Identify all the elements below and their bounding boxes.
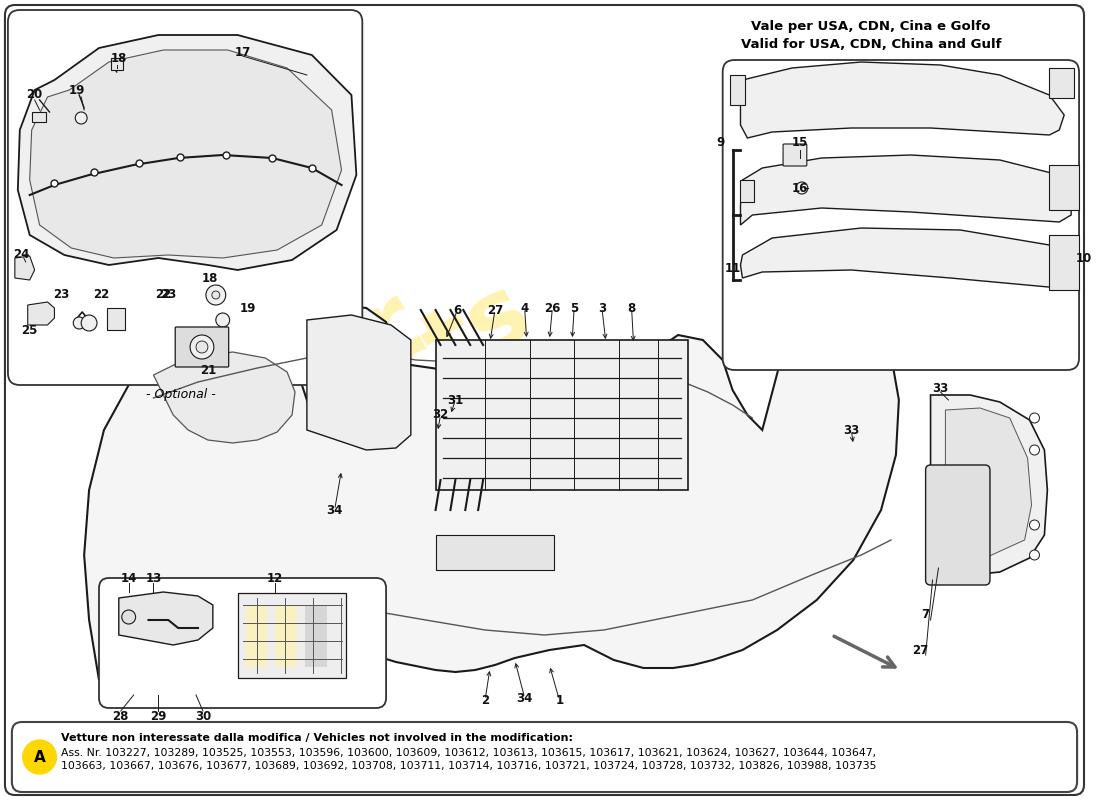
Circle shape — [122, 610, 135, 624]
Text: 34: 34 — [517, 691, 532, 705]
Text: 31: 31 — [448, 394, 463, 406]
Circle shape — [190, 335, 213, 359]
Text: 33: 33 — [933, 382, 948, 394]
Polygon shape — [307, 315, 410, 450]
Text: Lio
for: Lio for — [197, 182, 437, 438]
Circle shape — [796, 182, 807, 194]
Circle shape — [1030, 445, 1040, 455]
FancyBboxPatch shape — [245, 605, 267, 667]
Polygon shape — [153, 352, 295, 443]
Text: 27: 27 — [913, 643, 928, 657]
FancyBboxPatch shape — [729, 75, 746, 105]
Text: 13: 13 — [145, 571, 162, 585]
Text: 9: 9 — [716, 137, 725, 150]
FancyBboxPatch shape — [8, 10, 362, 385]
FancyBboxPatch shape — [12, 722, 1077, 792]
Text: Valid for USA, CDN, China and Gulf: Valid for USA, CDN, China and Gulf — [741, 38, 1001, 51]
Text: 27: 27 — [487, 303, 503, 317]
Text: 18: 18 — [111, 51, 126, 65]
Text: 33: 33 — [844, 423, 859, 437]
Text: 16: 16 — [792, 182, 808, 194]
FancyBboxPatch shape — [111, 58, 123, 70]
Polygon shape — [119, 592, 212, 645]
Polygon shape — [84, 305, 899, 680]
Text: 19: 19 — [240, 302, 255, 314]
FancyBboxPatch shape — [436, 535, 554, 570]
Text: 34: 34 — [327, 503, 343, 517]
Circle shape — [1030, 413, 1040, 423]
FancyBboxPatch shape — [275, 605, 297, 667]
Text: 22: 22 — [92, 289, 109, 302]
Circle shape — [212, 291, 220, 299]
Text: 21: 21 — [200, 363, 216, 377]
Text: 26: 26 — [544, 302, 561, 314]
FancyBboxPatch shape — [740, 180, 755, 202]
Polygon shape — [945, 408, 1032, 558]
Text: 20: 20 — [26, 89, 43, 102]
Text: 23: 23 — [161, 289, 176, 302]
FancyBboxPatch shape — [238, 593, 346, 678]
Text: 19: 19 — [69, 83, 86, 97]
Text: Ass. Nr. 103227, 103289, 103525, 103553, 103596, 103600, 103609, 103612, 103613,: Ass. Nr. 103227, 103289, 103525, 103553,… — [62, 748, 877, 758]
FancyBboxPatch shape — [1049, 68, 1074, 98]
Polygon shape — [30, 50, 341, 258]
Text: 4: 4 — [520, 302, 529, 314]
Text: 1: 1 — [556, 694, 563, 706]
Text: 7: 7 — [922, 609, 930, 622]
FancyBboxPatch shape — [107, 308, 124, 330]
FancyBboxPatch shape — [723, 60, 1079, 370]
Circle shape — [81, 315, 97, 331]
Text: 3: 3 — [597, 302, 606, 314]
Polygon shape — [931, 395, 1047, 575]
Text: 18: 18 — [201, 271, 218, 285]
Text: 24: 24 — [13, 247, 30, 261]
Text: 25: 25 — [22, 323, 37, 337]
Circle shape — [74, 317, 85, 329]
Text: 8: 8 — [627, 302, 636, 314]
Circle shape — [23, 740, 56, 774]
Text: 103663, 103667, 103676, 103677, 103689, 103692, 103708, 103711, 103714, 103716, : 103663, 103667, 103676, 103677, 103689, … — [62, 761, 877, 771]
Text: 10: 10 — [1076, 251, 1092, 265]
Circle shape — [1030, 550, 1040, 560]
Text: 6: 6 — [453, 303, 462, 317]
Text: 15: 15 — [792, 137, 808, 150]
FancyBboxPatch shape — [1049, 235, 1079, 290]
Text: 5: 5 — [570, 302, 579, 314]
FancyBboxPatch shape — [1049, 165, 1079, 210]
Text: 28: 28 — [112, 710, 129, 723]
Polygon shape — [14, 256, 34, 280]
Circle shape — [75, 112, 87, 124]
Text: Vale per USA, CDN, Cina e Golfo: Vale per USA, CDN, Cina e Golfo — [751, 20, 991, 33]
Polygon shape — [740, 62, 1064, 138]
FancyBboxPatch shape — [175, 327, 229, 367]
Text: 32: 32 — [432, 409, 449, 422]
FancyBboxPatch shape — [305, 605, 327, 667]
Text: parts
1995: parts 1995 — [251, 262, 601, 578]
Text: Vetture non interessate dalla modifica / Vehicles not involved in the modificati: Vetture non interessate dalla modifica /… — [62, 733, 573, 743]
Text: 29: 29 — [151, 710, 166, 723]
Text: 14: 14 — [121, 571, 136, 585]
Polygon shape — [740, 155, 1071, 225]
Text: A: A — [34, 750, 45, 765]
FancyBboxPatch shape — [783, 144, 806, 166]
FancyBboxPatch shape — [99, 578, 386, 708]
Text: - Optional -: - Optional - — [146, 388, 216, 401]
Circle shape — [196, 341, 208, 353]
Text: 23: 23 — [53, 287, 69, 301]
Polygon shape — [436, 340, 688, 490]
Text: 12: 12 — [267, 571, 284, 585]
Polygon shape — [18, 35, 356, 270]
Circle shape — [1030, 520, 1040, 530]
Circle shape — [206, 285, 225, 305]
Text: 11: 11 — [724, 262, 740, 274]
Circle shape — [216, 313, 230, 327]
Text: 17: 17 — [234, 46, 251, 58]
FancyBboxPatch shape — [925, 465, 990, 585]
Text: 22: 22 — [155, 289, 172, 302]
Polygon shape — [28, 302, 54, 325]
Text: 2: 2 — [481, 694, 490, 706]
FancyBboxPatch shape — [32, 112, 45, 122]
Text: 30: 30 — [195, 710, 211, 723]
Polygon shape — [740, 228, 1071, 288]
